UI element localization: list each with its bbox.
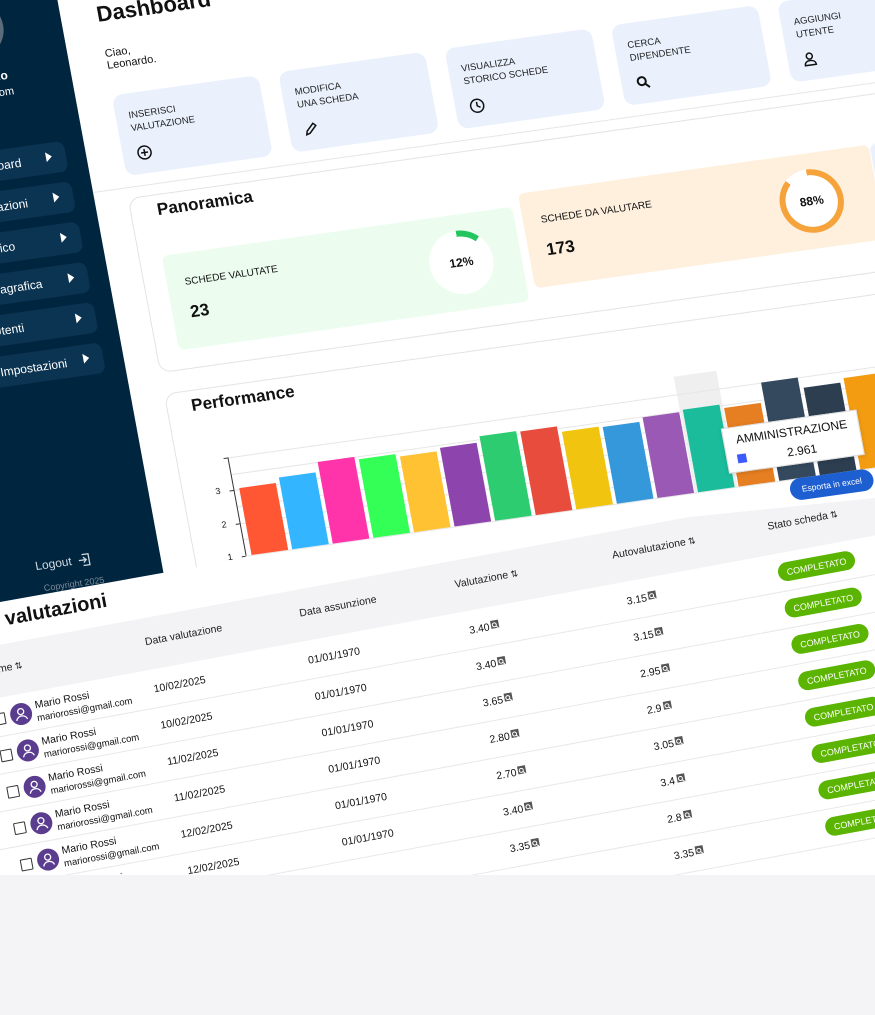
score-cell: 3.65 [482,692,514,710]
sort-icon[interactable]: ⇅ [507,568,519,580]
employee-avatar [15,737,41,764]
magnifier-icon[interactable] [674,735,685,746]
sidebar-item-label: Impostazioni [0,356,69,380]
self-score-cell: 3.35 [673,845,705,862]
user-icon [800,50,819,68]
employee-email: mariorossi@gmail.com [69,877,168,907]
stat-value: 173 [544,236,577,260]
magnifier-icon[interactable] [694,845,705,855]
sidebar-item-label: Storico [0,239,17,259]
score-cell: 3.35 [509,837,541,855]
employee-avatar [42,883,68,909]
sidebar-item-label: Anagrafica [0,276,44,299]
chevron-right-icon [74,312,83,324]
bar[interactable] [239,482,289,555]
quick-action-label: AGGIUNGI UTENTE [792,10,842,41]
chevron-right-icon [59,232,68,243]
score-cell: 3.40 [475,655,507,673]
y-tick-label: 3 [214,486,222,497]
y-tick-label: 2 [220,518,228,530]
sort-icon[interactable]: ⇅ [684,535,697,547]
quick-action-card[interactable]: CERCA DIPENDENTE [610,4,773,107]
progress-percent: 12% [431,233,492,292]
quick-action-card[interactable]: INSERISCI VALUTAZIONE [111,74,274,177]
quick-action-card[interactable]: AGGIUNGI UTENTE [776,0,875,83]
stat-label: SCHEDE DA VALUTARE [540,199,653,226]
quick-action-card[interactable]: MODIFICA UNA SCHEDA [277,51,440,153]
pencil-icon [301,120,320,138]
chevron-right-icon [52,191,61,203]
employee-avatar [28,810,55,837]
self-score-cell: 3.15 [632,626,664,644]
magnifier-icon[interactable] [503,692,514,702]
magnifier-icon[interactable] [662,700,672,710]
self-score-cell: 2.95 [639,663,671,680]
magnifier-icon[interactable] [647,590,658,600]
sidebar-item-label: Dashboard [0,155,23,178]
progress-percent: 88% [781,171,843,231]
employee-avatar [8,701,34,727]
quick-action-label: CERCA DIPENDENTE [626,35,692,65]
quick-action-label: VISUALIZZA STORICO SCHEDE [460,56,550,88]
score-cell: 2.70 [495,765,527,782]
sidebar-item-label: Utenti [0,320,26,339]
row-checkbox[interactable] [0,748,14,763]
employee-avatar [35,846,61,873]
magnifier-icon[interactable] [530,837,541,848]
magnifier-icon[interactable] [654,626,664,637]
y-tick-label: 1 [226,551,234,563]
magnifier-icon[interactable] [661,663,671,673]
magnifier-icon[interactable] [490,619,500,629]
row-checkbox[interactable] [26,894,40,908]
progress-donut: 88% [774,165,850,237]
self-score-cell: 2.9 [646,700,672,717]
quick-action-label: MODIFICA UNA SCHEDA [293,80,360,111]
chevron-right-icon [44,151,53,163]
row-checkbox[interactable] [19,857,34,872]
y-tick [241,555,246,558]
self-score-cell: 3.4 [659,773,686,790]
stat-label: SCHEDE VALUTATE [183,264,279,288]
clock-icon [468,97,487,115]
plus-circle-icon [135,143,154,161]
self-score-cell: 3.15 [626,590,658,608]
magnifier-icon[interactable] [524,801,534,811]
quick-action-card[interactable]: VISUALIZZA STORICO SCHEDE [444,28,606,130]
logout-button[interactable]: Logout [34,552,92,573]
sort-icon[interactable]: ⇅ [11,660,24,672]
search-icon [634,73,653,91]
score-cell: 2.80 [489,728,521,746]
self-score-cell: 3.05 [653,735,685,753]
sidebar-item-label: Valutazioni [0,196,30,219]
tooltip-color-swatch [736,453,748,464]
stat-value: 23 [188,299,211,322]
chevron-right-icon [82,353,91,364]
logout-icon [78,552,91,566]
score-cell: 3.40 [502,801,534,819]
self-score-cell: 2.8 [666,809,692,826]
chevron-right-icon [67,272,76,284]
sort-icon[interactable]: ⇅ [826,508,839,521]
tooltip-value: 2.961 [785,441,819,460]
progress-donut: 12% [423,226,499,299]
row-checkbox[interactable] [6,784,21,799]
magnifier-icon[interactable] [510,728,521,738]
employee-avatar [21,773,48,800]
score-cell: 3.40 [468,619,500,637]
magnifier-icon[interactable] [517,765,527,775]
magnifier-icon[interactable] [675,773,686,783]
magnifier-icon[interactable] [682,809,692,820]
quick-action-label: INSERISCI VALUTAZIONE [127,103,196,135]
row-checkbox[interactable] [12,821,27,836]
magnifier-icon[interactable] [497,655,507,666]
